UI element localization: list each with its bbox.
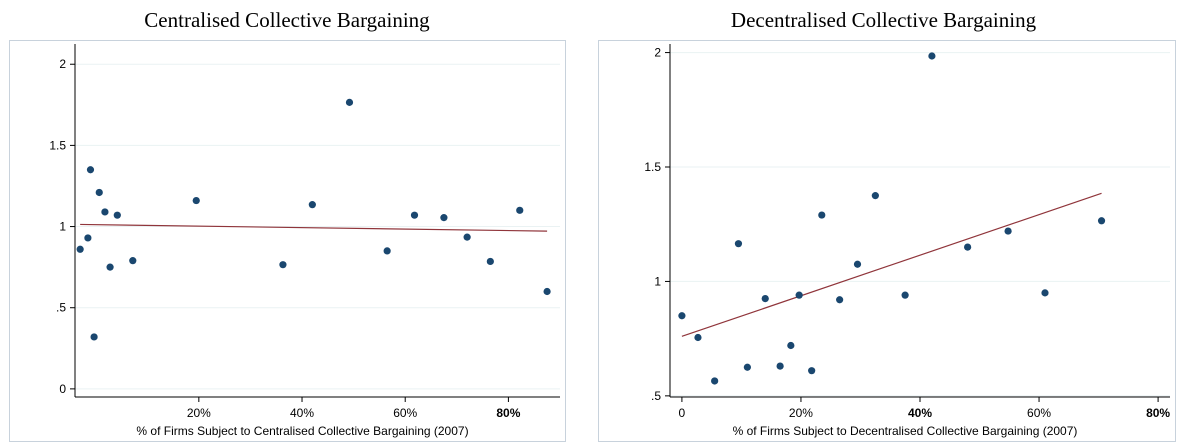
data-point (818, 211, 826, 219)
data-point (853, 260, 862, 268)
chart-title: Decentralised Collective Bargaining (730, 8, 1037, 32)
data-point (279, 261, 287, 269)
y-tick-label: 2 (654, 46, 661, 60)
data-point (787, 341, 795, 350)
chart-panel-centralised: Centralised Collective Bargaining 0 .5 1 1.… (0, 0, 574, 448)
y-tick-label: 1 (59, 220, 66, 234)
plot-frame (598, 40, 1176, 442)
x-axis-label: % of Firms Subject to Decentralised Coll… (733, 424, 1078, 438)
data-point (129, 257, 137, 265)
data-point (543, 287, 551, 296)
data-point (776, 362, 784, 370)
y-tick-label: 0 (59, 382, 66, 396)
x-tick-label: 20% (187, 406, 211, 420)
data-point (192, 196, 200, 205)
x-tick-label: 80% (1146, 406, 1170, 420)
data-point (410, 211, 419, 219)
data-point (761, 294, 769, 303)
data-point (86, 166, 95, 174)
data-point (113, 211, 121, 219)
x-tick-label: 80% (496, 406, 520, 420)
data-point (1097, 217, 1106, 225)
x-tick-label: 40% (290, 406, 314, 420)
data-point (383, 247, 391, 255)
x-tick-label: 60% (1027, 406, 1051, 420)
data-point (964, 243, 972, 251)
data-point (106, 263, 114, 271)
x-tick-label: 20% (789, 406, 813, 420)
data-point (1041, 289, 1049, 297)
x-tick-label: 40% (908, 406, 932, 420)
data-point (901, 291, 909, 299)
data-point (734, 240, 743, 248)
fit-line (80, 223, 548, 232)
data-point (795, 291, 803, 299)
fit-line (681, 192, 1102, 337)
data-point (345, 98, 354, 106)
data-point (486, 257, 494, 266)
x-tick-label: 0 (679, 406, 686, 420)
data-point (308, 201, 316, 209)
y-tick-label: 1.5 (644, 160, 661, 174)
scatter-plot-centralised: 0 .5 1 1.5 2 20% 40% 60% 80% % of Firms Subject t… (49, 44, 560, 438)
data-point (440, 214, 448, 222)
data-point (90, 333, 98, 341)
data-point (694, 333, 702, 342)
data-point (463, 233, 471, 241)
data-point (516, 206, 524, 214)
x-axis-label: % of Firms Subject to Centralised Collec… (136, 424, 468, 438)
plot-frame (9, 40, 566, 442)
data-point (84, 234, 92, 242)
data-point (76, 245, 84, 253)
data-point (101, 208, 109, 216)
chart-panel-decentralised: Decentralised Collective Bargaining .5 1 1… (590, 0, 1177, 448)
y-tick-label: 1 (654, 274, 661, 288)
data-point (95, 188, 103, 197)
data-point (711, 377, 719, 385)
y-tick-label: .5 (651, 389, 661, 403)
y-tick-label: .5 (56, 301, 66, 315)
data-point (871, 192, 879, 200)
y-tick-label: 2 (59, 57, 66, 71)
data-point (836, 296, 844, 304)
data-point (808, 367, 816, 375)
data-point (928, 52, 936, 60)
data-point (1004, 227, 1012, 235)
data-point (743, 363, 751, 371)
y-tick-label: 1.5 (49, 138, 66, 152)
chart-title: Centralised Collective Bargaining (144, 8, 430, 32)
scatter-plot-decentralised: .5 1 1.5 2 0 20% 40% 60% 80% % of Firms Subject t… (644, 44, 1170, 438)
x-tick-label: 60% (393, 406, 417, 420)
data-point (678, 312, 686, 320)
